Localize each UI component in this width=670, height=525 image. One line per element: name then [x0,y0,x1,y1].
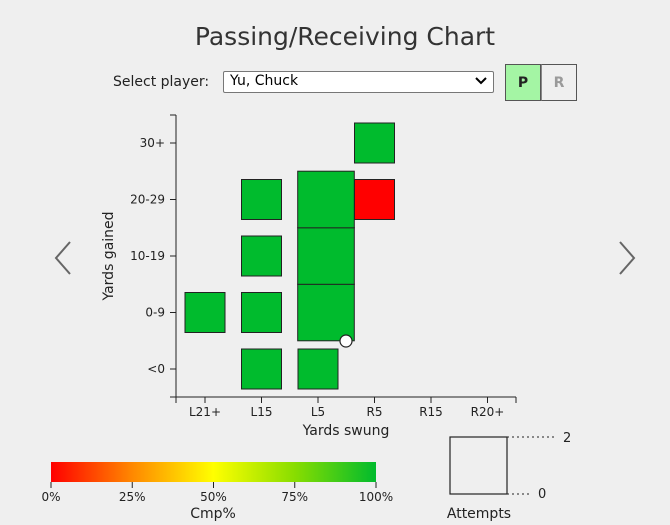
player-select[interactable]: Yu, Chuck [223,71,494,93]
cmp-tick-label: 100% [359,490,393,504]
cmp-legend-title: Cmp% [190,506,236,522]
heatmap-cell [297,227,355,285]
chevron-right-icon[interactable] [616,240,638,276]
heatmap-cell [297,170,355,229]
heatmap-cell [297,283,355,342]
attempts-legend-square [449,436,508,495]
heatmap-cell [354,122,395,164]
heatmap-cell [241,179,282,220]
mode-passing-button[interactable]: P [505,64,541,101]
x-tick-label: L15 [251,405,273,419]
select-player-label: Select player: [113,74,210,90]
heatmap-cell [354,179,395,220]
y-tick-label: 10-19 [130,249,165,263]
chevron-down-icon [475,77,487,85]
cmp-tick-label: 50% [200,490,227,504]
y-axis-title: Yards gained [101,211,117,301]
x-tick-label: R5 [367,405,383,419]
page-title: Passing/Receiving Chart [194,22,496,51]
cmp-tick-label: 25% [119,490,146,504]
player-select-value: Yu, Chuck [230,73,299,89]
y-tick-label: 20-29 [130,193,165,207]
y-tick-label: 30+ [140,136,165,150]
chevron-left-icon[interactable] [52,240,74,276]
attempts-max-label: 2 [563,431,571,446]
x-tick-label: R15 [419,405,443,419]
origin-marker [339,334,353,348]
cmp-tick-label: 0% [41,490,60,504]
y-tick-label: 0-9 [145,306,165,320]
mode-receiving-button[interactable]: R [541,64,577,101]
attempts-min-label: 0 [538,487,546,502]
heatmap-cell [297,348,339,390]
cmp-tick-label: 75% [281,490,308,504]
y-tick-label: <0 [147,362,165,376]
cmp-gradient-bar [51,462,376,482]
heatmap-cell [241,235,282,277]
x-axis-title: Yards swung [302,423,390,439]
x-tick-label: R20+ [471,405,505,419]
heatmap-cell [184,292,226,333]
heatmap-cell [241,348,282,390]
x-tick-label: L21+ [189,405,221,419]
x-tick-label: L5 [311,405,325,419]
attempts-legend-title: Attempts [447,506,511,522]
heatmap-cell [241,292,282,333]
